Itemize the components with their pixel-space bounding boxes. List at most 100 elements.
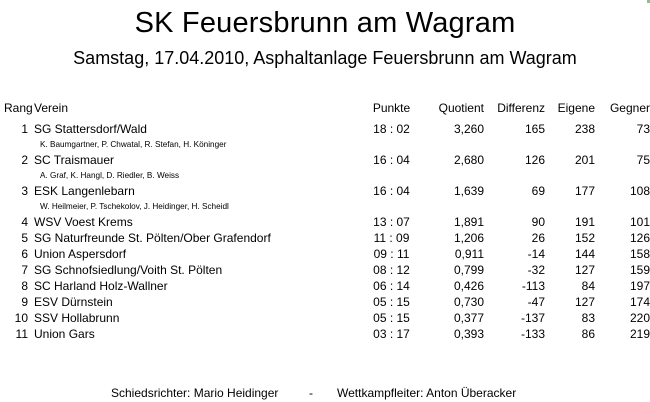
cell-rank: 8: [21, 279, 28, 293]
results-body: 1 SG Stattersdorf/Wald 18 : 02 3,260 165 238 7…: [4, 117, 650, 342]
cell-opponent: 75: [636, 153, 650, 167]
header-own: Eigene: [557, 101, 595, 115]
cell-own: 86: [581, 327, 595, 341]
cell-own: 238: [574, 122, 595, 136]
cell-rank: 1: [21, 122, 28, 136]
page-title: SK Feuersbrunn am Wagram: [134, 7, 516, 39]
cell-quotient: 0,393: [453, 327, 484, 341]
cell-quotient: 0,911: [454, 247, 484, 261]
cell-rank: 2: [21, 153, 28, 167]
cell-difference: -113: [521, 279, 545, 293]
team-members-row: W. Heilmeier, P. Tschekolov, J. Heidinge…: [4, 199, 650, 214]
table-row: 4 WSV Voest Krems 13 : 07 1,891 90 191 101: [4, 214, 650, 230]
cell-opponent: 126: [629, 231, 650, 245]
cell-quotient: 0,377: [453, 311, 484, 325]
table-row: 10 SSV Hollabrunn 05 : 15 0,377 -137 83 220: [4, 310, 650, 326]
cell-own: 84: [581, 279, 595, 293]
cell-points: 16 : 04: [373, 184, 410, 198]
cell-rank: 4: [21, 215, 28, 229]
cell-quotient: 0,426: [453, 279, 484, 293]
header-difference: Differenz: [497, 101, 545, 115]
table-row: 8 SC Harland Holz-Wallner 06 : 14 0,426 -113…: [4, 278, 650, 294]
table-row: 9 ESV Dürnstein 05 : 15 0,730 -47 127 174: [4, 294, 650, 310]
cell-opponent: 159: [629, 263, 650, 277]
cell-club: SG Stattersdorf/Wald: [34, 122, 147, 136]
cell-rank: 5: [21, 231, 28, 245]
cell-opponent: 158: [629, 247, 650, 261]
cell-points: 16 : 04: [373, 153, 410, 167]
table-row: 7 SG Schnofsiedlung/Voith St. Pölten 08 : …: [4, 262, 650, 278]
table-row: 2 SC Traismauer 16 : 04 2,680 126 201 75: [4, 152, 650, 168]
cell-club: SSV Hollabrunn: [34, 311, 120, 325]
page-subtitle: Samstag, 17.04.2010, Asphaltanlage Feuer…: [73, 48, 577, 68]
cell-quotient: 2,680: [453, 153, 484, 167]
corner-mark: [647, 0, 650, 3]
cell-points: 18 : 02: [373, 122, 410, 136]
table-row: 1 SG Stattersdorf/Wald 18 : 02 3,260 165 238 7…: [4, 117, 650, 137]
cell-difference: 126: [524, 153, 545, 167]
cell-quotient: 1,206: [453, 231, 484, 245]
cell-own: 191: [574, 215, 595, 229]
table-row: 5 SG Naturfreunde St. Pölten/Ober Grafend…: [4, 230, 650, 246]
cell-own: 177: [574, 184, 595, 198]
cell-difference: -14: [527, 247, 545, 261]
cell-club: ESK Langenlebarn: [34, 184, 135, 198]
cell-opponent: 197: [629, 279, 650, 293]
cell-club: ESV Dürnstein: [34, 295, 113, 309]
cell-rank: 10: [14, 311, 28, 325]
competition-lead-text: Wettkampfleiter: Anton Überacker: [337, 386, 517, 400]
team-members: K. Baumgartner, P. Chwatal, R. Stefan, H…: [40, 140, 227, 149]
cell-own: 201: [574, 153, 595, 167]
cell-club: SG Schnofsiedlung/Voith St. Pölten: [34, 263, 223, 277]
cell-own: 127: [574, 295, 595, 309]
cell-opponent: 101: [629, 215, 650, 229]
table-row: 11 Union Gars 03 : 17 0,393 -133 86 219: [4, 326, 650, 342]
header-rank: Rang: [4, 101, 33, 115]
cell-rank: 3: [21, 184, 28, 198]
footer: Schiedsrichter: Mario Heidinger - Wettka…: [0, 386, 650, 400]
cell-club: SG Naturfreunde St. Pölten/Ober Grafendo…: [34, 231, 271, 245]
cell-quotient: 0,730: [453, 295, 484, 309]
cell-points: 13 : 07: [373, 215, 410, 229]
cell-difference: 165: [524, 122, 545, 136]
header-opponent: Gegner: [609, 101, 650, 115]
cell-difference: -133: [520, 327, 545, 341]
results-table: Rang Verein Punkte Quotient Differenz Ei…: [4, 100, 650, 342]
cell-quotient: 1,891: [453, 215, 484, 229]
header-club: Verein: [34, 101, 69, 115]
team-members: W. Heilmeier, P. Tschekolov, J. Heidinge…: [40, 202, 229, 211]
cell-own: 144: [574, 247, 595, 261]
header-points: Punkte: [372, 101, 411, 115]
team-members: A. Graf, K. Hangl, D. Riedler, B. Weiss: [40, 171, 180, 180]
cell-opponent: 219: [629, 327, 650, 341]
header-quotient: Quotient: [438, 101, 484, 115]
table-row: 3 ESK Langenlebarn 16 : 04 1,639 69 177 108: [4, 183, 650, 199]
cell-difference: -32: [527, 263, 545, 277]
team-members-row: A. Graf, K. Hangl, D. Riedler, B. Weiss: [4, 168, 650, 183]
cell-difference: -47: [527, 295, 545, 309]
cell-points: 03 : 17: [373, 327, 410, 341]
cell-opponent: 73: [636, 122, 650, 136]
cell-rank: 11: [15, 327, 28, 341]
cell-club: SC Traismauer: [34, 153, 115, 167]
cell-opponent: 174: [629, 295, 650, 309]
cell-rank: 7: [21, 263, 28, 277]
cell-points: 05 : 15: [373, 295, 410, 309]
cell-club: WSV Voest Krems: [34, 215, 133, 229]
cell-points: 06 : 14: [373, 279, 410, 293]
cell-own: 152: [574, 231, 595, 245]
cell-points: 05 : 15: [373, 311, 410, 325]
cell-own: 83: [581, 311, 595, 325]
table-row: 6 Union Aspersdorf 09 : 11 0,911 -14 144 158: [4, 246, 650, 262]
referee-text: Schiedsrichter: Mario Heidinger: [111, 386, 279, 400]
cell-difference: -137: [520, 311, 545, 325]
cell-points: 09 : 11: [373, 247, 410, 261]
cell-club: Union Aspersdorf: [34, 247, 127, 261]
cell-own: 127: [574, 263, 595, 277]
cell-quotient: 1,639: [453, 184, 484, 198]
cell-points: 08 : 12: [373, 263, 410, 277]
cell-difference: 69: [531, 184, 545, 198]
table-header: Rang Verein Punkte Quotient Differenz Ei…: [4, 100, 650, 117]
cell-rank: 9: [21, 295, 28, 309]
cell-opponent: 220: [629, 311, 650, 325]
